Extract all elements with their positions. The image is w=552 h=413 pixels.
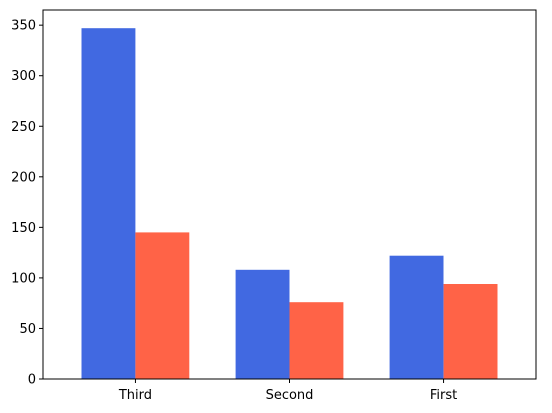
- bar-series1-third: [81, 28, 136, 379]
- bar-series1-second: [235, 269, 290, 379]
- x-tick-label-third: Third: [118, 388, 152, 403]
- y-tick-label: 0: [28, 373, 36, 388]
- bar-series2-third: [135, 232, 190, 379]
- x-tick-label-first: First: [430, 388, 457, 403]
- y-axis: 0 50 100 150 200 250 300 350: [11, 19, 43, 388]
- y-tick-label: 300: [11, 69, 36, 84]
- bar-series2-second: [289, 302, 344, 379]
- y-tick-label: 200: [11, 170, 36, 185]
- bar-series1-first: [389, 255, 444, 379]
- y-tick-label: 350: [11, 19, 36, 34]
- bar-series2-first: [443, 284, 498, 379]
- y-tick-label: 150: [11, 221, 36, 236]
- x-axis: Third Second First: [118, 379, 457, 403]
- x-tick-label-second: Second: [266, 388, 314, 403]
- y-tick-label: 250: [11, 120, 36, 135]
- bars-layer: [81, 28, 498, 379]
- y-tick-label: 50: [19, 322, 36, 337]
- y-tick-label: 100: [11, 271, 36, 286]
